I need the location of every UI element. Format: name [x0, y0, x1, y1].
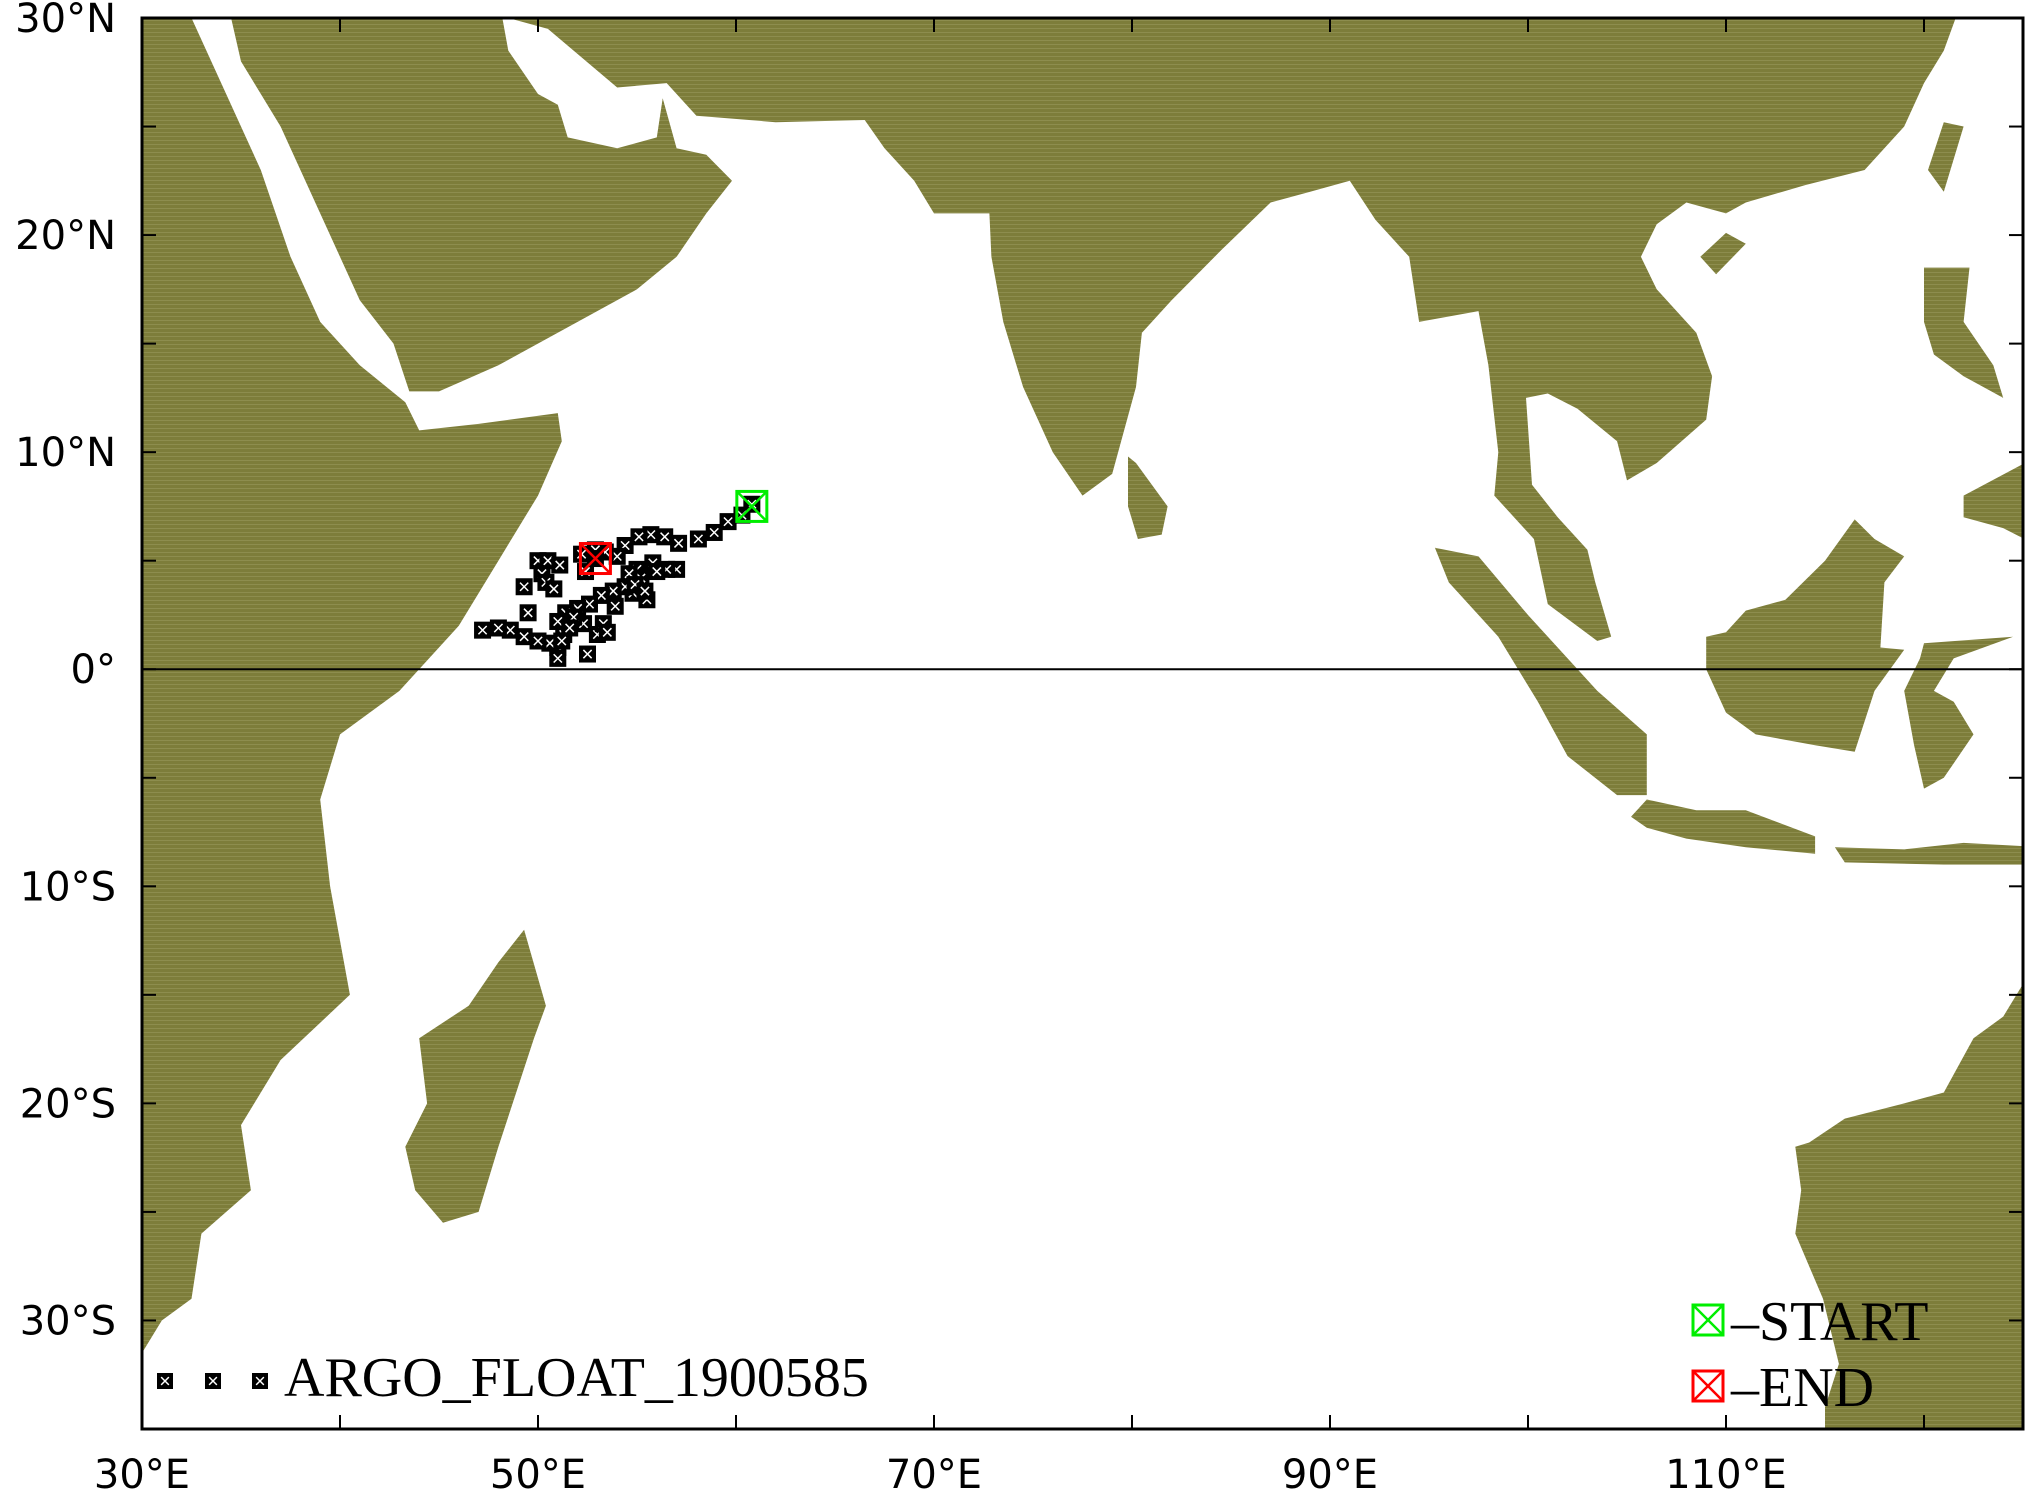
- track-point: [719, 513, 737, 531]
- float-trajectory: [474, 489, 769, 667]
- land-australia: [1795, 984, 2023, 1429]
- x-tick-label: 90°E: [1282, 1452, 1378, 1494]
- track-point: [545, 580, 563, 598]
- land-taiwan: [1928, 122, 1964, 192]
- start-icon: [1691, 1303, 1725, 1337]
- legend-series-label: ARGO_FLOAT_1900585: [284, 1347, 869, 1409]
- land-africa: [142, 18, 562, 1353]
- x-tick-label: 70°E: [886, 1452, 982, 1494]
- map-frame: [140, 16, 2025, 1431]
- land-borneo: [1706, 519, 1905, 752]
- track-point: [606, 597, 624, 615]
- land-asia: [508, 18, 1956, 641]
- track-point: [579, 645, 596, 663]
- end-marker: [578, 542, 612, 576]
- land-luzon: [1924, 267, 2004, 398]
- y-tick-label: 20°S: [20, 1081, 116, 1127]
- x-tick-label: 50°E: [490, 1452, 586, 1494]
- land-sumatra: [1434, 547, 1647, 796]
- y-tick-label: 20°N: [15, 213, 116, 259]
- track-point: [598, 623, 616, 641]
- land-lesser-sunda: [1834, 842, 2023, 865]
- land-mindanao: [1963, 463, 2023, 539]
- legend-point: [205, 1373, 221, 1389]
- land-madagascar: [405, 929, 546, 1223]
- track-point: [630, 528, 648, 546]
- land-arabia: [231, 18, 732, 392]
- track-point: [553, 632, 571, 650]
- legend: ARGO_FLOAT_1900585 –START –END: [157, 1291, 1929, 1419]
- x-axis-labels: 30°E 50°E 70°E 90°E 110°E: [94, 1452, 1787, 1494]
- y-tick-label: 0°: [71, 647, 116, 693]
- track-point: [636, 582, 654, 600]
- track-point: [705, 523, 723, 541]
- legend-series-markers: [157, 1373, 268, 1389]
- y-tick-label: 10°S: [20, 864, 116, 910]
- track-point: [519, 604, 537, 622]
- legend-end-marker: [1691, 1369, 1725, 1403]
- track-point: [656, 528, 674, 546]
- track-point: [689, 530, 707, 548]
- legend-point: [252, 1373, 268, 1389]
- end-icon: [1691, 1369, 1725, 1403]
- land-hainan: [1700, 232, 1746, 275]
- y-tick-label: 10°N: [15, 430, 116, 476]
- y-tick-label: 30°N: [15, 0, 116, 42]
- land-sri-lanka: [1128, 456, 1168, 539]
- y-tick-label: 30°S: [20, 1298, 116, 1344]
- land-masses: [142, 18, 2023, 1429]
- track-point: [515, 628, 533, 646]
- legend-start-marker: [1691, 1303, 1725, 1337]
- track-point: [648, 563, 666, 581]
- track-point: [620, 565, 638, 583]
- track-point: [489, 619, 507, 637]
- start-marker: [735, 489, 769, 523]
- track-point: [474, 621, 492, 639]
- legend-point: [157, 1373, 173, 1389]
- y-axis-labels: 30°N 20°N 10°N 0° 10°S 20°S 30°S: [15, 0, 116, 1344]
- legend-start-label: –START: [1730, 1291, 1929, 1353]
- track-point: [670, 534, 688, 552]
- track-point: [529, 632, 547, 650]
- land-sulawesi: [1904, 636, 2014, 789]
- track-point: [549, 649, 567, 667]
- track-point: [515, 578, 533, 596]
- legend-end-label: –END: [1730, 1357, 1874, 1419]
- x-tick-label: 30°E: [94, 1452, 190, 1494]
- x-tick-label: 110°E: [1665, 1452, 1787, 1494]
- track-point: [551, 556, 569, 574]
- land-java: [1631, 799, 1816, 854]
